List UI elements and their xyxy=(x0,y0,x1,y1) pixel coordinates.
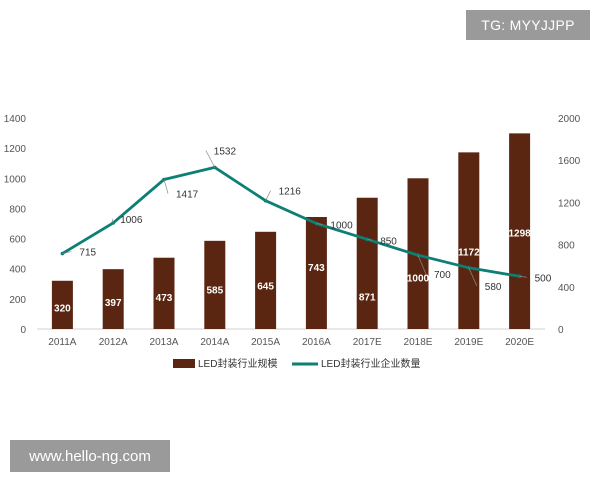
legend-label-line: LED封装行业企业数量 xyxy=(321,357,420,370)
y-right-tick-label: 1200 xyxy=(558,198,581,209)
bar-value-label: 871 xyxy=(359,293,376,304)
line-value-label: 500 xyxy=(535,273,552,284)
line-value-label: 850 xyxy=(380,236,397,247)
x-tick-label: 2019E xyxy=(454,337,483,348)
x-tick-label: 2012A xyxy=(99,337,128,348)
bar xyxy=(356,197,378,329)
line-label-leader xyxy=(62,251,72,254)
y-left-tick-label: 600 xyxy=(9,235,26,246)
y-left-tick-label: 1200 xyxy=(4,144,27,155)
y-left-tick-label: 800 xyxy=(9,204,26,215)
line-value-label: 700 xyxy=(434,270,451,281)
bar-value-label: 743 xyxy=(308,263,325,274)
line-label-leader xyxy=(163,179,169,194)
watermark-url: www.hello-ng.com xyxy=(10,440,170,472)
x-tick-label: 2016A xyxy=(302,337,331,348)
y-right-tick-label: 400 xyxy=(558,283,575,294)
data-labels: 320 397 473 585 645 743 871 1000 1172 1298 715 1006… xyxy=(54,146,552,314)
line-value-label: 715 xyxy=(79,248,96,259)
x-tick-label: 2011A xyxy=(48,337,77,348)
bar-value-label: 1000 xyxy=(407,273,430,284)
line-label-leader xyxy=(205,150,216,168)
bar xyxy=(204,240,226,329)
y-left-tick-label: 0 xyxy=(20,325,26,336)
legend-label-bar: LED封装行业规模 xyxy=(198,357,277,370)
line-value-label: 1216 xyxy=(279,187,302,198)
chart-legend: LED封装行业规模 LED封装行业企业数量 xyxy=(173,357,420,370)
x-tick-label: 2017E xyxy=(353,337,382,348)
y-left-tick-label: 1000 xyxy=(4,174,27,185)
line-label-leader xyxy=(367,238,373,241)
bar-value-label: 645 xyxy=(257,281,274,292)
y-right-tick-label: 800 xyxy=(558,241,575,252)
y-left-tick-label: 1400 xyxy=(4,114,27,125)
line-value-label: 1532 xyxy=(214,146,237,157)
line-label-leader xyxy=(519,275,527,278)
bar xyxy=(51,280,73,329)
y-right-tick-label: 1600 xyxy=(558,156,581,167)
x-tick-label: 2015A xyxy=(251,337,280,348)
bar xyxy=(255,231,277,329)
bar xyxy=(305,217,327,329)
legend-swatch-bar xyxy=(173,359,195,368)
line-label-leader xyxy=(316,223,323,225)
line-value-label: 1417 xyxy=(176,190,199,201)
line-value-label: 1006 xyxy=(120,215,143,226)
bar xyxy=(509,133,531,329)
y-left-tick-label: 200 xyxy=(9,295,26,306)
bar-value-label: 473 xyxy=(156,293,173,304)
bar-value-label: 320 xyxy=(54,303,71,314)
line-label-leader xyxy=(111,218,114,223)
bar xyxy=(153,257,175,329)
bar-series xyxy=(51,133,531,329)
bar xyxy=(102,269,124,329)
line-label-leader xyxy=(417,255,427,275)
bar-value-label: 397 xyxy=(105,298,122,309)
x-tick-label: 2014A xyxy=(200,337,229,348)
chart-axes: 0 200 400 600 800 1000 1200 1400 0 400 800 1200 1600… xyxy=(4,114,581,348)
bar-value-label: 1298 xyxy=(508,228,531,239)
bar-value-label: 585 xyxy=(206,285,223,296)
y-right-tick-label: 0 xyxy=(558,325,564,336)
x-tick-label: 2018E xyxy=(404,337,433,348)
line-value-label: 580 xyxy=(485,282,502,293)
x-tick-label: 2020E xyxy=(505,337,534,348)
bar xyxy=(458,152,480,329)
line-value-label: 1000 xyxy=(330,221,353,232)
x-tick-label: 2013A xyxy=(150,337,179,348)
y-right-tick-label: 2000 xyxy=(558,114,581,125)
line-label-leader xyxy=(265,190,271,201)
watermark-tag: TG: MYYJJPP xyxy=(466,10,590,40)
y-left-tick-label: 400 xyxy=(9,265,26,276)
bar-value-label: 1172 xyxy=(458,247,480,258)
series-line xyxy=(61,165,520,278)
line-label-leader xyxy=(468,267,478,286)
line-series xyxy=(60,165,522,279)
